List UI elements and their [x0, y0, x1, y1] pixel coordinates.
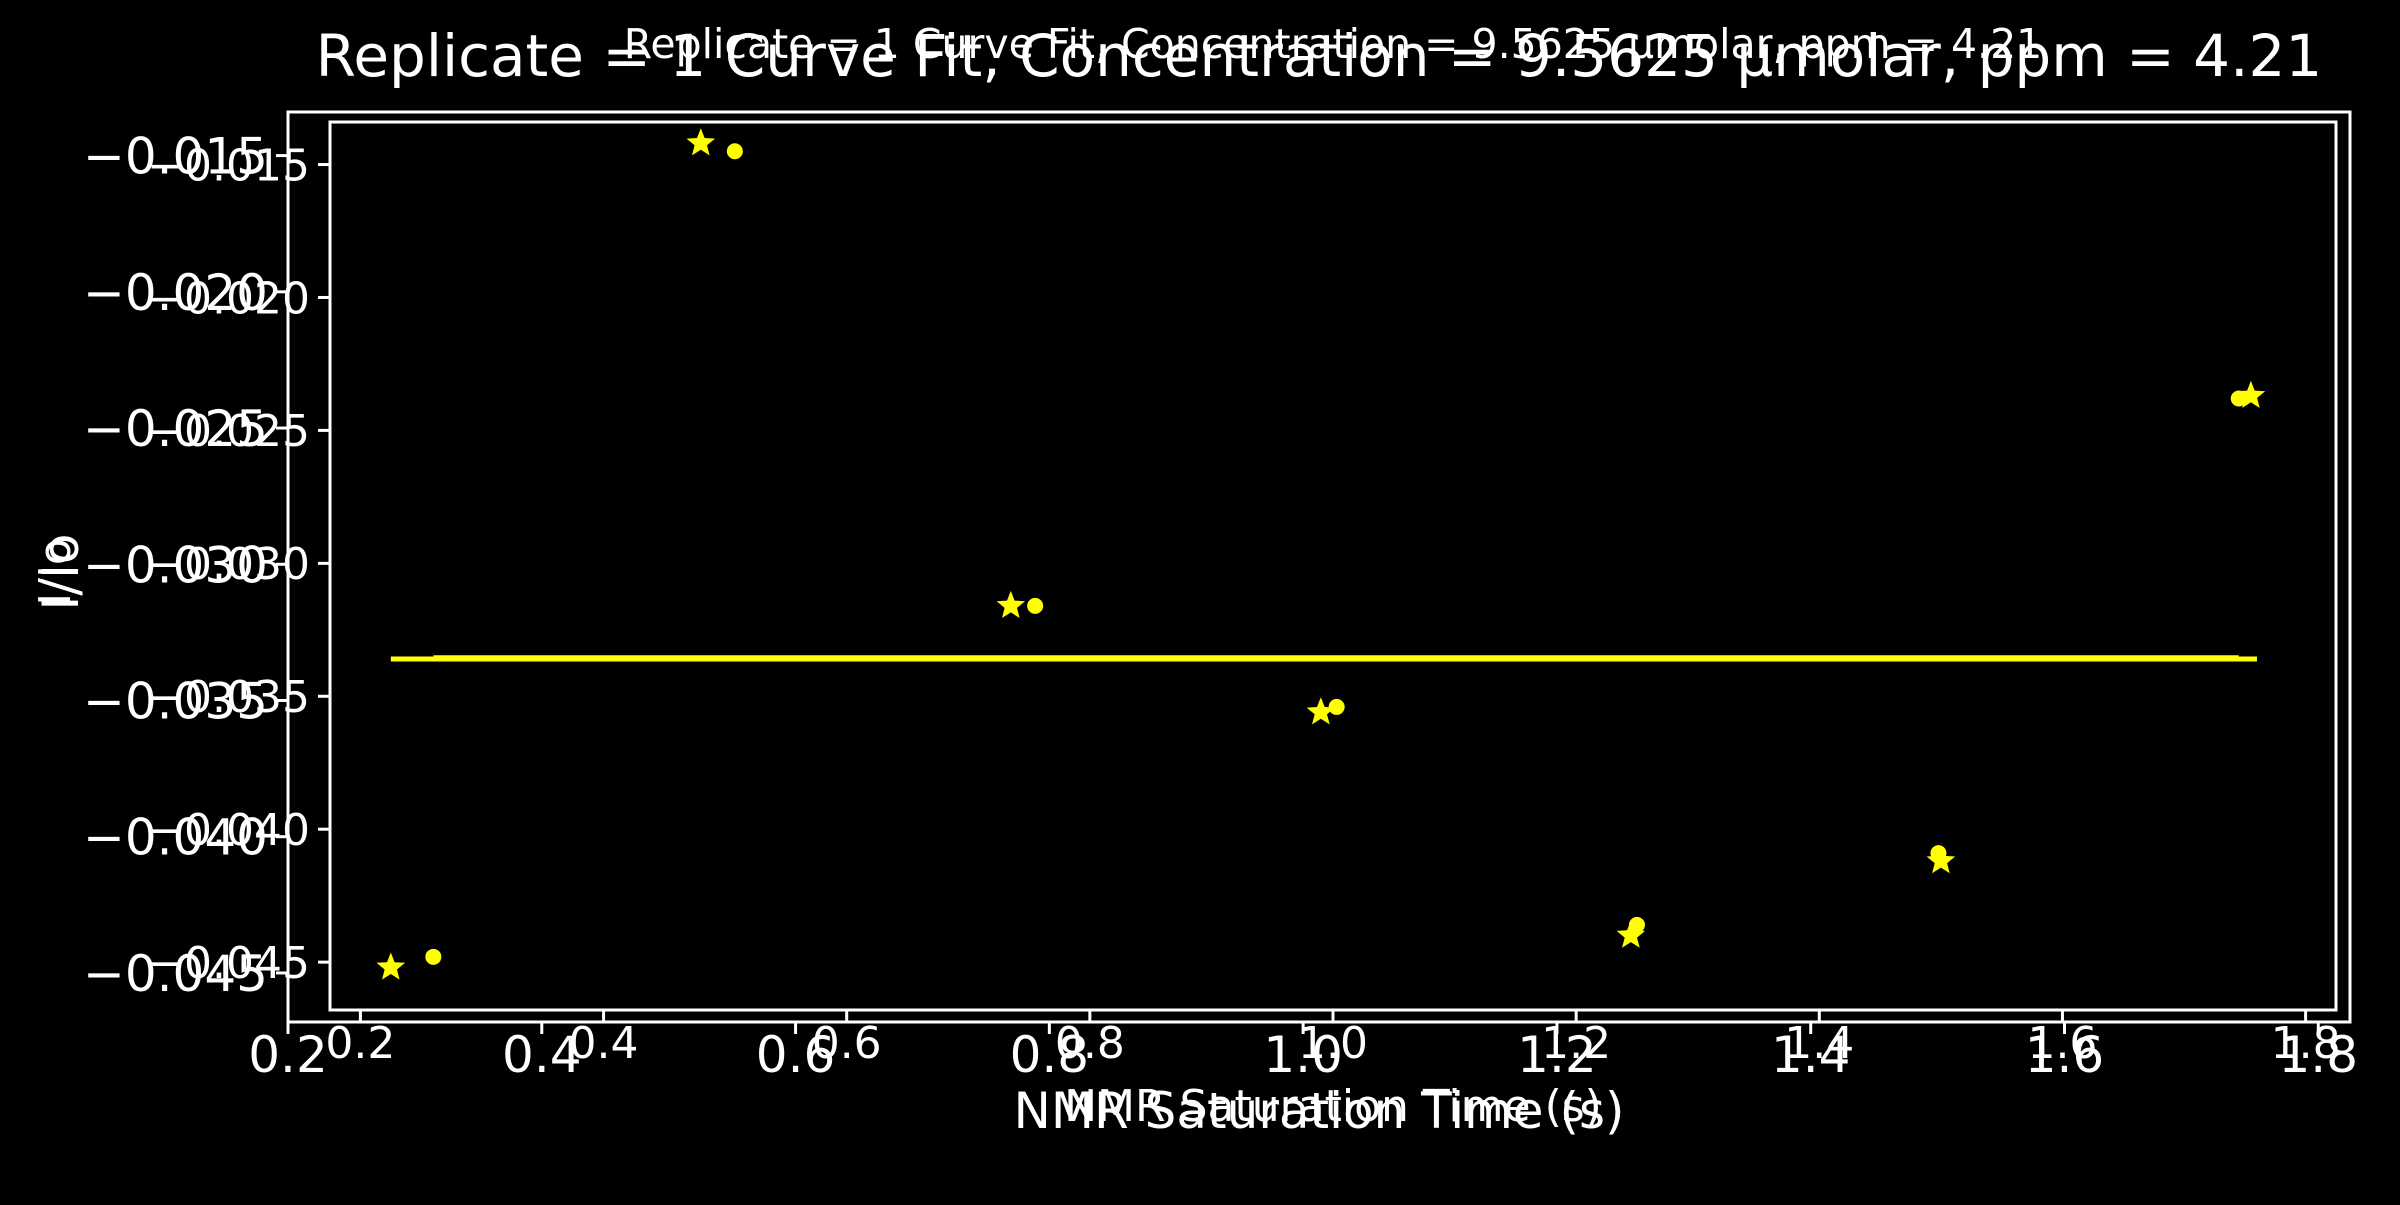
y-tick-label-2: −0.040 [83, 809, 268, 867]
y-axis-label-1: I/Io [30, 538, 81, 606]
data-point-circle [1628, 916, 1645, 933]
chart-title-1: Replicate = 1 Curve Fit, Concentration =… [624, 20, 2043, 68]
y-tick-label-1: −0.035 [147, 672, 310, 723]
x-tick-label-1: 1.4 [1784, 1018, 1854, 1069]
data-point-star [996, 590, 1026, 618]
x-axis-label-2: NMR Saturation Time (s) [1013, 1082, 1624, 1140]
y-tick-label-2: −0.035 [83, 673, 268, 731]
x-tick-label-1: 0.8 [1055, 1018, 1125, 1069]
data-point-star [1616, 920, 1646, 948]
x-tick-label-1: 0.6 [812, 1018, 882, 1069]
y-tick-label-2: −0.020 [83, 264, 268, 322]
x-tick-label-2: 0.8 [1010, 1026, 1090, 1084]
data-point-circle [1930, 845, 1947, 862]
data-point-star [2236, 380, 2266, 408]
x-tick-label-2: 1.4 [1771, 1026, 1851, 1084]
y-tick-label-2: −0.045 [83, 945, 268, 1003]
x-tick-label-2: 1.6 [2025, 1026, 2105, 1084]
y-tick-label-2: −0.030 [83, 536, 268, 594]
data-point-circle [726, 143, 743, 160]
y-tick-label-2: −0.015 [83, 128, 268, 186]
y-axis-label-2: I/Io [32, 534, 90, 611]
x-tick-label-2: 0.6 [756, 1026, 836, 1084]
y-tick-label-1: −0.015 [147, 140, 310, 191]
x-tick-label-1: 1.8 [2271, 1018, 2341, 1069]
y-tick-label-1: −0.045 [147, 938, 310, 989]
data-point-circle [1328, 698, 1345, 715]
data-point-star [686, 128, 716, 156]
x-tick-label-2: 1.2 [1517, 1026, 1597, 1084]
plot-frame-2 [286, 110, 2352, 1024]
data-point-circle [2230, 390, 2247, 407]
x-tick-label-2: 1.0 [1263, 1026, 1343, 1084]
data-point-circle [1027, 597, 1044, 614]
data-point-circle [425, 948, 442, 965]
y-tick-label-1: −0.040 [147, 805, 310, 856]
plot-frame-1 [328, 120, 2338, 1012]
chart-title-2: Replicate = 1 Curve Fit, Concentration =… [316, 22, 2323, 90]
y-tick-label-2: −0.025 [83, 400, 268, 458]
x-tick-label-1: 0.2 [325, 1018, 395, 1069]
x-tick-label-1: 1.2 [1541, 1018, 1611, 1069]
data-point-star [1306, 697, 1336, 725]
y-tick-label-1: −0.020 [147, 273, 310, 324]
x-tick-label-1: 1.0 [1298, 1018, 1368, 1069]
y-tick-label-1: −0.025 [147, 406, 310, 457]
x-tick-label-2: 0.2 [248, 1026, 328, 1084]
x-tick-label-1: 0.4 [569, 1018, 639, 1069]
x-tick-label-2: 1.8 [2279, 1026, 2359, 1084]
data-point-star [376, 952, 406, 980]
x-tick-label-2: 0.4 [502, 1026, 582, 1084]
x-tick-label-1: 1.6 [2027, 1018, 2097, 1069]
x-axis-label-1: NMR Saturation Time (s) [1064, 1081, 1602, 1132]
